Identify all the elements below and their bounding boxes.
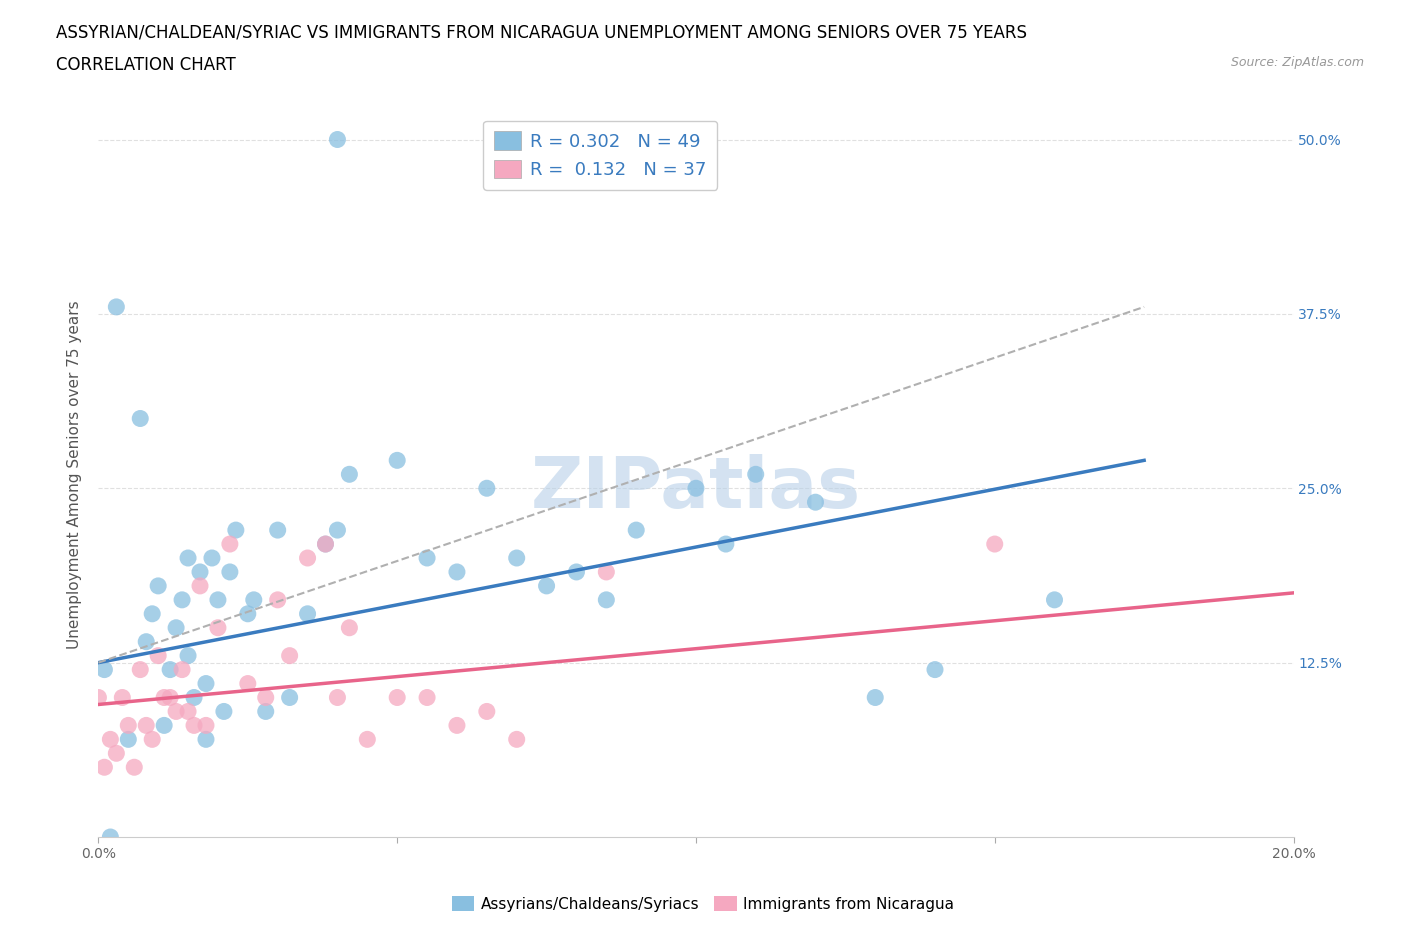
Text: ASSYRIAN/CHALDEAN/SYRIAC VS IMMIGRANTS FROM NICARAGUA UNEMPLOYMENT AMONG SENIORS: ASSYRIAN/CHALDEAN/SYRIAC VS IMMIGRANTS F… <box>56 23 1028 41</box>
Point <box>135 634 157 649</box>
Point <box>267 592 290 607</box>
Point <box>207 620 229 635</box>
Point <box>225 523 247 538</box>
Point <box>315 537 337 551</box>
Point <box>506 732 529 747</box>
Point <box>153 690 176 705</box>
Point <box>183 718 205 733</box>
Point <box>172 592 194 607</box>
Point <box>207 592 229 607</box>
Point <box>93 760 115 775</box>
Point <box>141 732 163 747</box>
Point <box>745 467 768 482</box>
Point <box>356 732 378 747</box>
Point <box>153 718 176 733</box>
Point <box>1043 592 1066 607</box>
Point <box>446 565 468 579</box>
Point <box>385 690 409 705</box>
Point <box>243 592 266 607</box>
Point <box>93 662 115 677</box>
Point <box>315 537 337 551</box>
Point <box>278 648 301 663</box>
Point <box>416 551 439 565</box>
Point <box>924 662 946 677</box>
Point <box>326 690 349 705</box>
Point <box>183 690 205 705</box>
Point <box>326 523 349 538</box>
Point <box>219 537 242 551</box>
Point <box>475 704 498 719</box>
Point <box>339 620 360 635</box>
Point <box>117 718 139 733</box>
Text: ZIPatlas: ZIPatlas <box>531 455 860 524</box>
Point <box>212 704 235 719</box>
Point <box>326 132 349 147</box>
Point <box>297 606 319 621</box>
Point <box>188 565 211 579</box>
Point <box>626 523 648 538</box>
Point <box>446 718 468 733</box>
Point <box>201 551 224 565</box>
Point <box>195 718 218 733</box>
Point <box>219 565 242 579</box>
Point <box>506 551 529 565</box>
Point <box>87 690 110 705</box>
Point <box>129 411 152 426</box>
Point <box>267 523 290 538</box>
Point <box>714 537 737 551</box>
Point <box>159 662 181 677</box>
Text: CORRELATION CHART: CORRELATION CHART <box>56 56 236 73</box>
Point <box>536 578 558 593</box>
Point <box>339 467 360 482</box>
Point <box>100 830 122 844</box>
Point <box>165 620 187 635</box>
Point <box>236 606 259 621</box>
Text: Source: ZipAtlas.com: Source: ZipAtlas.com <box>1230 56 1364 69</box>
Point <box>105 746 128 761</box>
Point <box>595 592 617 607</box>
Point <box>195 676 218 691</box>
Point <box>236 676 259 691</box>
Point <box>105 299 128 314</box>
Y-axis label: Unemployment Among Seniors over 75 years: Unemployment Among Seniors over 75 years <box>67 300 83 648</box>
Point <box>172 662 194 677</box>
Point <box>385 453 409 468</box>
Point <box>177 704 200 719</box>
Point <box>685 481 707 496</box>
Point <box>984 537 1007 551</box>
Point <box>188 578 211 593</box>
Point <box>111 690 134 705</box>
Point <box>165 704 187 719</box>
Point <box>117 732 139 747</box>
Point <box>595 565 617 579</box>
Point <box>804 495 827 510</box>
Point <box>278 690 301 705</box>
Point <box>254 704 277 719</box>
Point <box>100 732 122 747</box>
Point <box>135 718 157 733</box>
Legend: Assyrians/Chaldeans/Syriacs, Immigrants from Nicaragua: Assyrians/Chaldeans/Syriacs, Immigrants … <box>446 889 960 918</box>
Point <box>177 648 200 663</box>
Point <box>254 690 277 705</box>
Point <box>159 690 181 705</box>
Point <box>297 551 319 565</box>
Point <box>141 606 163 621</box>
Point <box>129 662 152 677</box>
Point <box>565 565 588 579</box>
Point <box>177 551 200 565</box>
Point <box>865 690 887 705</box>
Legend: R = 0.302   N = 49, R =  0.132   N = 37: R = 0.302 N = 49, R = 0.132 N = 37 <box>484 121 717 190</box>
Point <box>475 481 498 496</box>
Point <box>148 578 170 593</box>
Point <box>124 760 146 775</box>
Point <box>416 690 439 705</box>
Point <box>148 648 170 663</box>
Point <box>195 732 218 747</box>
